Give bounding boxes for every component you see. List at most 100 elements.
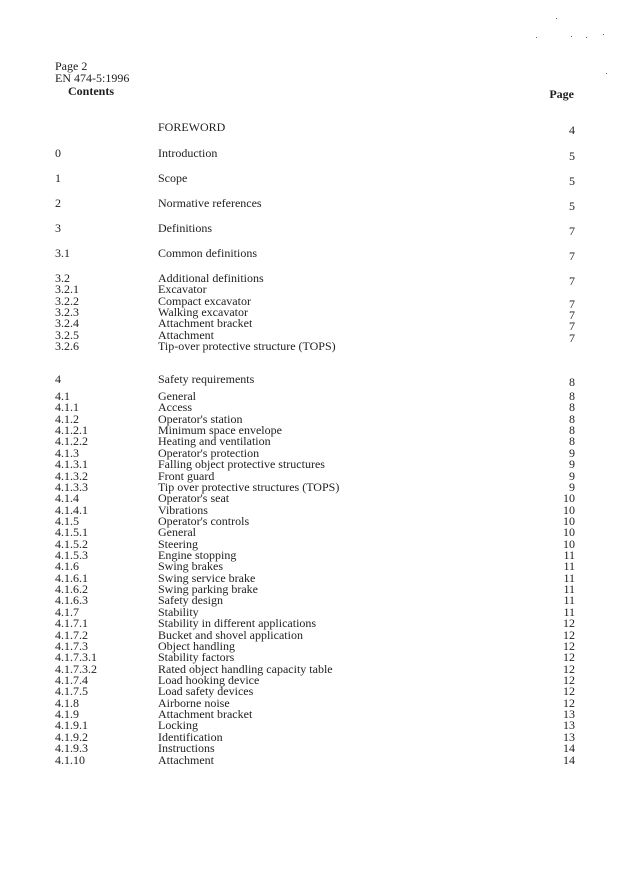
toc-group: 4 Safety requirements 8 — [55, 372, 575, 388]
page-number: 10 — [563, 525, 575, 540]
section-title: Tip-over protective structure (TOPS) — [158, 339, 336, 354]
page-number: 12 — [563, 627, 575, 642]
section-title: Normative references — [158, 196, 262, 210]
section-title: Stability in different applications — [158, 616, 317, 631]
section-title: Heating and ventilation — [158, 434, 271, 449]
standard-id-header: EN 474-5:1996 — [55, 71, 130, 85]
section-number: 3.2.1 — [55, 282, 79, 297]
toc-entry: 4.1.9.1 Locking 13 — [55, 718, 575, 733]
section-number: 3.2.2 — [55, 293, 79, 308]
page-number: 11 — [563, 570, 575, 585]
toc-entry: 4.1.6.1 Swing service brake 11 — [55, 570, 575, 585]
toc-entry: 0 Introduction 5 — [55, 147, 575, 162]
toc-entry: 4.1.8 Airborne noise 12 — [55, 695, 575, 710]
page-number: 10 — [563, 513, 575, 528]
section-number: 4.1.6.2 — [55, 582, 88, 597]
page-number: 5 — [569, 199, 575, 213]
section-title: Swing brakes — [158, 559, 223, 574]
section-number: 4.1.7.1 — [55, 616, 88, 631]
section-number: 4.1.3.3 — [55, 479, 88, 494]
page-number: 12 — [563, 661, 575, 676]
toc-entry: 4.1.7 Stability 11 — [55, 604, 575, 619]
section-title: Minimum space envelope — [158, 423, 282, 438]
toc-entry: 4.1.5.2 Steering 10 — [55, 537, 575, 550]
toc-entry: 4.1.7.4 Load hooking device 12 — [55, 672, 575, 687]
page-number: 13 — [563, 729, 575, 744]
page-number: 8 — [569, 389, 575, 403]
page-number: 13 — [563, 718, 575, 733]
scan-speck — [536, 37, 537, 38]
section-number: 4.1.5 — [55, 513, 79, 528]
section-number: 3.2.3 — [55, 305, 79, 320]
toc-entry: 3.2 Additional definitions 7 — [55, 271, 575, 287]
page-number: 7 — [569, 224, 575, 238]
section-title: Additional definitions — [158, 271, 264, 285]
toc-entry: 4.1.6.2 Swing parking brake 11 — [55, 582, 575, 597]
section-title: Attachment bracket — [158, 316, 253, 331]
section-number: 4 — [55, 372, 61, 386]
toc-entry: 4.1.2.2 Heating and ventilation 8 — [55, 434, 575, 449]
page-number: 12 — [563, 616, 575, 631]
toc-group: 4.1 General 8 4.1.1 Access 8 4.1.2 Operator's s… — [55, 389, 575, 767]
section-number: 3.1 — [55, 246, 70, 260]
section-title: Identification — [158, 729, 223, 744]
toc-entry: 4.1.6 Swing brakes 11 — [55, 559, 575, 574]
section-number: 4.1.3.1 — [55, 457, 88, 472]
section-number: 3.2 — [55, 271, 70, 285]
section-number: 4.1.5.3 — [55, 548, 88, 563]
page-number: 9 — [569, 468, 575, 483]
toc-entry: 4.1.4.1 Vibrations 10 — [55, 502, 575, 517]
page-number: 10 — [563, 502, 575, 517]
section-title: Front guard — [158, 468, 215, 483]
toc-entry: 3 Definitions 7 — [55, 222, 575, 238]
section-number: 4.1.8 — [55, 695, 79, 710]
toc-entry: 3.2.2 Compact excavator 7 — [55, 293, 575, 311]
section-title: Vibrations — [158, 502, 208, 517]
page-number: 13 — [563, 707, 575, 722]
page-number: 12 — [563, 672, 575, 687]
section-number: 4.1.3.2 — [55, 468, 88, 483]
section-title: General — [158, 525, 196, 540]
toc-entry: 4.1.3.3 Tip over protective structures (T… — [55, 479, 575, 494]
page-number: 11 — [563, 604, 575, 619]
page-number: 14 — [563, 752, 575, 767]
page-number: 7 — [569, 296, 575, 311]
toc-entry: 4.1.4 Operator's seat 10 — [55, 491, 575, 506]
section-title: Rated object handling capacity table — [158, 661, 333, 676]
toc-entry: 4.1.5 Operator's controls 10 — [55, 513, 575, 528]
section-title: Stability — [158, 604, 199, 619]
section-title: Excavator — [158, 282, 207, 297]
section-number: 4.1.2.1 — [55, 423, 88, 438]
section-number: 4.1.7.3.2 — [55, 661, 97, 676]
section-number: 3.2.4 — [55, 316, 79, 331]
section-title: Swing service brake — [158, 570, 256, 585]
toc-entry: 4.1.7.1 Stability in different applicatio… — [55, 616, 575, 631]
page-number-header: Page 2 — [55, 59, 88, 73]
page-number: 7 — [569, 249, 575, 263]
section-number: 4.1.9.2 — [55, 729, 88, 744]
toc-entry: 2 Normative references 5 — [55, 196, 575, 213]
section-title: Operator's station — [158, 411, 243, 426]
toc-entry: 1 Scope 5 — [55, 171, 575, 187]
section-number: 4.1.4.1 — [55, 502, 88, 517]
section-title: Instructions — [158, 741, 215, 756]
section-number: 4.1.7.3.1 — [55, 650, 97, 665]
toc-group: 3.2 Additional definitions 7 3.2.1 Excavator… — [55, 271, 575, 354]
page-number: 12 — [563, 638, 575, 653]
scan-speck — [571, 36, 572, 37]
section-number: 4.1.7.4 — [55, 672, 88, 687]
section-number: 1 — [55, 171, 61, 185]
page-number: 8 — [569, 411, 575, 426]
toc-group: 3.1 Common definitions 7 — [55, 246, 575, 263]
section-number: 4.1.1 — [55, 400, 79, 415]
section-title: Operator's controls — [158, 513, 250, 528]
toc-group: 1 Scope 5 — [55, 171, 575, 187]
section-title: Operator's seat — [158, 491, 230, 506]
section-title: Engine stopping — [158, 548, 237, 563]
toc-entry: 4.1.7.3.1 Stability factors 12 — [55, 650, 575, 665]
toc-group: 3 Definitions 7 — [55, 222, 575, 238]
section-title: Walking excavator — [158, 305, 248, 320]
page-number: 8 — [569, 400, 575, 415]
section-number: 3.2.5 — [55, 327, 79, 342]
page-column-heading: Page — [549, 87, 574, 101]
